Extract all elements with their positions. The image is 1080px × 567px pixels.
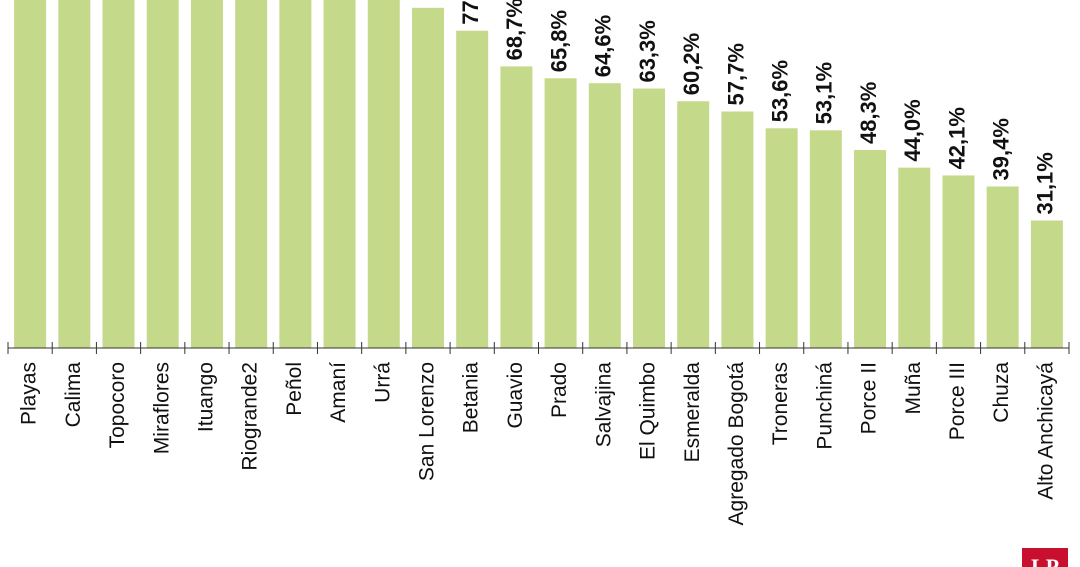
- bar: [367, 0, 400, 348]
- x-tick-label: Riogrande2: [239, 362, 262, 471]
- x-tick-label: Playas: [18, 362, 41, 425]
- value-label: 68,7%: [502, 0, 527, 60]
- value-label: 53,1%: [812, 62, 837, 124]
- bar: [854, 150, 887, 348]
- value-label: 63,3%: [635, 20, 660, 82]
- x-tick-label: Prado: [548, 362, 571, 418]
- value-label: 65,8%: [546, 10, 571, 72]
- bar: [1030, 220, 1063, 348]
- bar: [411, 7, 444, 348]
- x-tick-label: Guavio: [504, 362, 527, 429]
- x-tick-label: Agregado Bogotá: [725, 362, 748, 526]
- bar: [898, 167, 931, 348]
- x-tick-label: Peñol: [283, 362, 306, 416]
- logo-text: LP: [1031, 554, 1059, 567]
- bar: [279, 0, 312, 349]
- bar: [633, 88, 666, 348]
- bar: [190, 0, 223, 349]
- bar: [721, 111, 754, 348]
- x-tick-label: Chuza: [990, 362, 1013, 423]
- value-label: 60,2%: [679, 33, 704, 95]
- x-tick-label: Topocoro: [106, 362, 129, 448]
- value-label: 57,7%: [723, 43, 748, 105]
- x-tick-label: Miraflores: [150, 362, 173, 454]
- bar: [500, 66, 533, 348]
- bar: [146, 0, 179, 348]
- x-tick-label: Betania: [460, 362, 483, 434]
- logo-box: [1022, 548, 1068, 567]
- bar: [942, 175, 975, 348]
- bar: [765, 128, 798, 348]
- x-tick-label: Calima: [62, 362, 85, 428]
- bar: [58, 0, 91, 348]
- x-tick-label: El Quimbo: [637, 362, 660, 460]
- value-label: 53,6%: [767, 60, 792, 122]
- value-label: 64,6%: [591, 15, 616, 77]
- bar: [809, 130, 842, 348]
- value-label: 77: [458, 0, 483, 24]
- bar: [456, 30, 489, 348]
- x-tick-label: San Lorenzo: [416, 362, 439, 481]
- bar: [323, 0, 356, 349]
- logo: LP: [1022, 548, 1068, 567]
- value-label: 31,1%: [1033, 152, 1058, 214]
- bar: [677, 101, 710, 349]
- value-label: 44,0%: [900, 99, 925, 161]
- bar: [102, 0, 135, 348]
- bar: [986, 186, 1019, 348]
- x-tick-label: Muña: [902, 362, 925, 415]
- x-tick-label: Urrá: [371, 362, 394, 403]
- x-tick-label: Salvajina: [592, 362, 615, 448]
- bar: [235, 0, 268, 349]
- value-label: 42,1%: [944, 107, 969, 169]
- x-tick-label: Porce III: [946, 362, 969, 440]
- x-tick-label: Troneras: [769, 362, 792, 445]
- value-label: 48,3%: [856, 82, 881, 144]
- bar: [14, 0, 47, 348]
- x-tick-label: Alto Anchicayá: [1034, 362, 1057, 500]
- x-tick-label: Esmeralda: [681, 362, 704, 463]
- bar: [544, 78, 577, 349]
- value-label: 39,4%: [989, 118, 1014, 180]
- x-tick-label: Punchiná: [813, 362, 836, 450]
- bar: [588, 83, 621, 348]
- x-tick-label: Ituango: [194, 362, 217, 432]
- x-tick-label: Porce II: [858, 362, 881, 434]
- x-tick-label: Amaní: [327, 362, 350, 423]
